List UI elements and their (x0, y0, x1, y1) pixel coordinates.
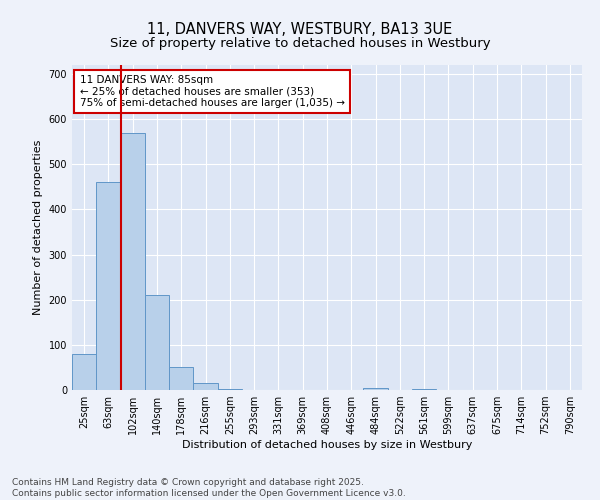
Bar (169, 368, 193, 390)
X-axis label: Distribution of detached houses by size in Westbury: Distribution of detached houses by size … (182, 440, 472, 450)
Bar (193, 383, 218, 390)
Bar (364, 388, 388, 390)
Bar (218, 388, 242, 390)
Bar (72, 354, 96, 390)
Text: Size of property relative to detached houses in Westbury: Size of property relative to detached ho… (110, 38, 490, 51)
Bar (412, 388, 436, 390)
Bar (96, 182, 121, 390)
Text: 11 DANVERS WAY: 85sqm
← 25% of detached houses are smaller (353)
75% of semi-det: 11 DANVERS WAY: 85sqm ← 25% of detached … (80, 74, 344, 108)
Y-axis label: Number of detached properties: Number of detached properties (33, 140, 43, 315)
Text: 11, DANVERS WAY, WESTBURY, BA13 3UE: 11, DANVERS WAY, WESTBURY, BA13 3UE (148, 22, 452, 38)
Bar (145, 295, 169, 390)
Text: Contains HM Land Registry data © Crown copyright and database right 2025.
Contai: Contains HM Land Registry data © Crown c… (12, 478, 406, 498)
Bar (121, 132, 145, 390)
